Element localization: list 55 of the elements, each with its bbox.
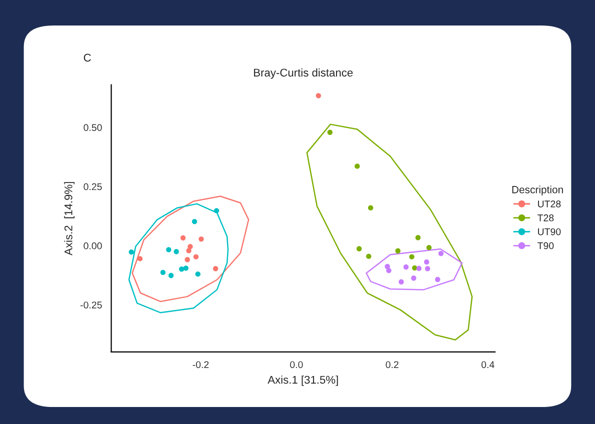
legend-label: T90 (538, 242, 554, 250)
chart-title: Bray-Curtis distance (254, 68, 353, 79)
point (412, 265, 418, 271)
legend-label: UT90 (538, 228, 561, 236)
point (438, 250, 444, 256)
y-tick-label: -0.25 (80, 302, 102, 308)
point (395, 248, 400, 254)
legend-title: Description (512, 186, 563, 196)
point (137, 256, 143, 262)
point (128, 249, 134, 255)
text: C (84, 54, 91, 62)
point (411, 276, 416, 281)
point (356, 246, 362, 252)
y-tick-label: 0.50 (84, 124, 102, 132)
point (424, 259, 430, 265)
point (368, 205, 374, 210)
point (366, 254, 372, 259)
point (186, 248, 192, 254)
point (403, 264, 409, 270)
point (192, 218, 198, 224)
point (212, 266, 218, 272)
legend-label: UT28 (538, 200, 561, 208)
legend-label: T28 (538, 214, 554, 222)
point (183, 266, 189, 271)
point (166, 247, 172, 252)
point (160, 270, 166, 276)
point (184, 257, 190, 262)
point (416, 266, 422, 271)
point (193, 254, 199, 260)
point (198, 236, 204, 242)
x-tick-label: 0.2 (386, 361, 398, 368)
x-tick-label: -0.2 (192, 361, 209, 368)
point (180, 235, 186, 240)
x-axis-title: Axis.1 [31.5%] (268, 376, 338, 386)
point (168, 272, 174, 278)
y-tick-label: 0.00 (84, 242, 102, 250)
y-tick-label: 0.25 (84, 183, 102, 190)
y-axis-title: Axis.2 [14.9%] (64, 182, 75, 256)
point (195, 271, 200, 277)
point (179, 266, 184, 272)
point (354, 164, 360, 169)
point (409, 254, 414, 260)
x-tick-label: 0.0 (290, 361, 303, 368)
point (174, 249, 179, 254)
point (316, 93, 322, 98)
point (384, 264, 390, 270)
point (327, 130, 333, 135)
point (415, 235, 421, 240)
point (386, 268, 392, 274)
x-tick-label: 0.4 (481, 361, 494, 368)
point (214, 208, 220, 214)
point (435, 276, 440, 282)
point (426, 244, 432, 250)
point (424, 266, 430, 272)
point (398, 279, 404, 284)
